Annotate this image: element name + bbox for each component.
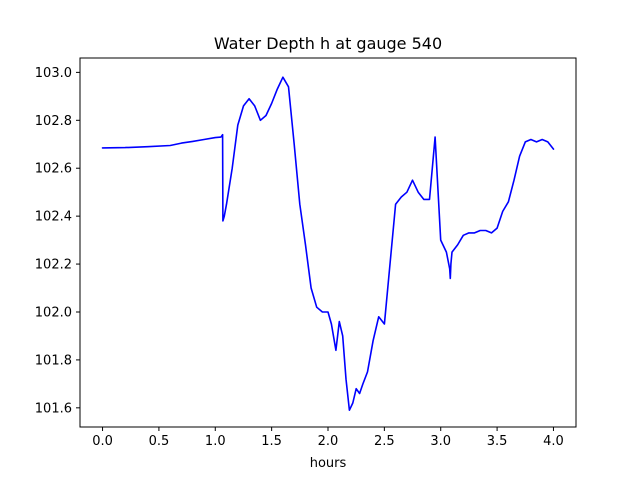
- x-tick-label: 2.0: [318, 434, 339, 449]
- y-tick-label: 102.6: [35, 162, 72, 177]
- series-layer: [101, 76, 555, 412]
- x-tick-label: 3.0: [430, 434, 451, 449]
- x-tick-label: 1.5: [261, 434, 282, 449]
- y-tick-label: 101.6: [35, 401, 72, 416]
- y-tick-label: 102.0: [35, 305, 72, 320]
- y-tick-label: 101.8: [35, 353, 72, 368]
- x-tick-label: 3.5: [487, 434, 508, 449]
- series-line: [101, 76, 555, 412]
- y-axis: 101.6 101.8 102.0 102.2 102.4 102.6 102.8 103.0: [35, 66, 80, 416]
- x-tick-label: 0.0: [92, 434, 113, 449]
- x-axis-label: hours: [310, 456, 347, 471]
- x-tick-label: 2.5: [374, 434, 395, 449]
- x-tick-label: 4.0: [543, 434, 564, 449]
- y-tick-label: 102.4: [35, 210, 72, 225]
- y-tick-label: 102.8: [35, 114, 72, 129]
- y-tick-label: 103.0: [35, 66, 72, 81]
- x-tick-label: 0.5: [149, 434, 170, 449]
- chart-title: Water Depth h at gauge 540: [214, 34, 442, 53]
- y-tick-label: 102.2: [35, 258, 72, 273]
- x-tick-label: 1.0: [205, 434, 226, 449]
- x-axis: 0.0 0.5 1.0 1.5 2.0 2.5 3.0 3.5 4.0: [92, 427, 564, 449]
